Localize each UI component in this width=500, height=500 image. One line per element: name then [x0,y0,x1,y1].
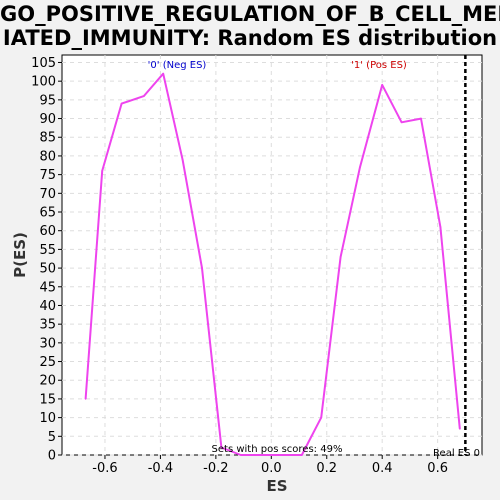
data-point [201,267,203,269]
y-tick-label: 75 [39,168,56,183]
y-tick-label: 70 [39,187,56,202]
data-point [400,121,403,124]
x-tick-label: 0.4 [372,461,393,476]
y-tick-label: 30 [39,336,56,351]
y-tick-label: 85 [39,131,56,146]
y-tick-label: 10 [39,411,56,426]
real-es-label: Real ES 0 [433,448,480,459]
y-tick-label: 15 [39,392,56,407]
y-tick-label: 40 [39,299,56,314]
chart-title-line-1: GO_POSITIVE_REGULATION_OF_B_CELL_MED [0,2,500,26]
data-point [459,428,461,430]
pos-scores-label: Sets with pos scores: 49% [212,444,343,455]
data-point [439,226,442,228]
x-axis-ticks: -0.6 -0.4 -0.2 0.0 0.2 0.4 0.6 [92,455,448,476]
chart-title: GO_POSITIVE_REGULATION_OF_B_CELL_MED IAT… [0,0,500,50]
y-tick-label: 95 [39,93,56,108]
data-point [84,398,87,400]
data-point [301,454,303,456]
data-point [339,256,342,258]
y-tick-label: 90 [39,112,56,127]
data-point [259,454,262,456]
y-tick-label: 80 [39,149,56,164]
x-tick-label: -0.4 [148,461,173,476]
plot-area [61,54,483,456]
chart-title-line-2: IATED_IMMUNITY: Random ES distribution [2,26,498,50]
y-tick-label: 65 [39,206,56,221]
x-tick-label: 0.2 [316,461,337,476]
data-point [381,84,383,86]
annotations: '0' (Neg ES) '1' (Pos ES) Sets with pos sc… [148,55,480,459]
data-point [181,158,184,161]
neg-es-label: '0' (Neg ES) [148,60,207,71]
x-axis-label: ES [266,477,287,495]
y-tick-label: 0 [48,449,56,464]
data-point [142,95,145,97]
y-axis-label: P(ES) [11,232,29,278]
series-group [84,72,461,456]
data-point [420,117,422,120]
y-tick-label: 45 [39,280,56,295]
data-point [240,454,242,456]
data-point [120,102,123,105]
data-point [359,166,361,168]
y-tick-label: 5 [48,430,56,445]
x-tick-label: 0.0 [261,461,282,476]
series-line [84,72,461,456]
data-point [101,170,103,172]
pos-es-label: '1' (Pos ES) [351,60,407,71]
y-axis-ticks: 0 5 10 15 20 25 30 35 40 45 50 55 60 65 70 75 80 85 90 95 10… [31,56,62,464]
x-tick-label: -0.6 [92,461,117,476]
y-tick-label: 55 [39,243,56,258]
data-point [281,454,284,456]
data-point [320,416,323,419]
data-point [220,446,223,449]
y-tick-label: 20 [39,374,56,389]
data-point [162,72,164,75]
y-tick-label: 25 [39,355,56,370]
y-tick-label: 60 [39,224,56,239]
y-tick-label: 50 [39,262,56,277]
grid [62,55,482,456]
x-tick-label: 0.6 [427,461,448,476]
y-tick-label: 35 [39,318,56,333]
x-tick-label: -0.2 [203,461,228,476]
y-tick-label: 105 [31,56,56,71]
y-tick-label: 100 [31,75,56,90]
